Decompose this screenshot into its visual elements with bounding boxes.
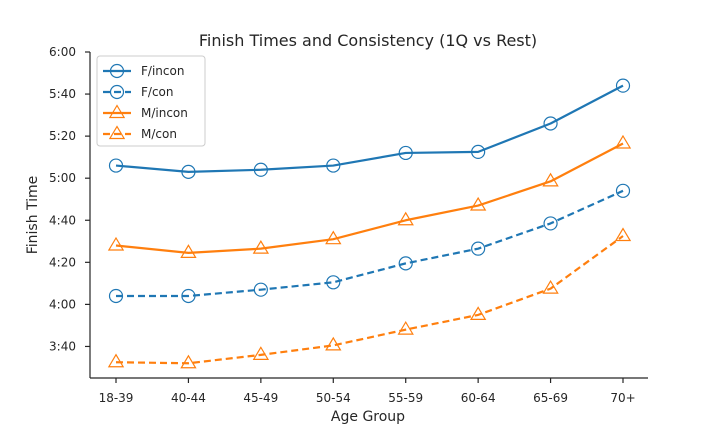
- data-point: [326, 275, 341, 290]
- data-point: [614, 227, 632, 242]
- data-point: [107, 353, 125, 368]
- data-point: [108, 288, 124, 304]
- legend-item: F/incon: [103, 63, 184, 79]
- y-tick-label: 4:00: [49, 297, 76, 311]
- y-tick-label: 5:40: [49, 87, 76, 101]
- x-tick-label: 55-59: [388, 391, 423, 405]
- legend-box: [96, 55, 206, 147]
- data-point: [397, 320, 414, 335]
- legend-marker: [108, 104, 126, 119]
- x-tick-label: 45-49: [243, 391, 278, 405]
- legend-label: F/incon: [141, 64, 184, 78]
- legend-marker: [108, 125, 126, 140]
- legend-item: M/con: [103, 125, 177, 141]
- x-tick-label: 18-39: [99, 391, 134, 405]
- data-point: [398, 145, 413, 161]
- y-tick-label: 6:00: [49, 45, 76, 59]
- series-m-incon: [107, 134, 632, 258]
- y-tick-label: 4:20: [49, 255, 76, 269]
- legend-label: M/con: [141, 127, 177, 141]
- series-f-incon: [108, 78, 631, 179]
- y-tick-label: 5:00: [49, 171, 76, 185]
- data-point: [180, 354, 197, 369]
- legend-marker: [109, 63, 125, 79]
- series-line: [116, 189, 624, 298]
- data-point: [181, 288, 196, 304]
- data-point: [469, 196, 487, 211]
- axes: 3:40 4:00 4:20 4:40 5:00 5:20 5:40 6:00 18-39 40-…: [49, 45, 648, 405]
- data-point: [325, 230, 342, 245]
- data-point: [326, 158, 341, 173]
- data-point: [108, 158, 124, 173]
- data-point: [543, 216, 558, 231]
- data-point: [253, 162, 268, 177]
- data-point: [325, 336, 342, 351]
- data-point: [253, 282, 268, 297]
- legend-item: F/con: [103, 84, 174, 100]
- series-m-con: [107, 227, 632, 369]
- y-tick-label: 3:40: [49, 339, 76, 353]
- data-point: [252, 239, 270, 254]
- data-point: [615, 183, 631, 198]
- data-point: [107, 236, 125, 251]
- data-point: [542, 279, 559, 294]
- data-point: [542, 172, 559, 187]
- series-line: [115, 84, 624, 173]
- data-point: [469, 306, 487, 321]
- data-point: [471, 241, 486, 256]
- data-point: [543, 116, 558, 131]
- series-layer: [107, 78, 632, 369]
- data-point: [397, 211, 414, 226]
- chart-title: Finish Times and Consistency (1Q vs Rest…: [199, 31, 537, 50]
- series-line: [115, 235, 624, 365]
- data-point: [614, 134, 632, 149]
- data-point: [181, 164, 196, 179]
- data-point: [471, 144, 486, 160]
- data-point: [615, 78, 631, 93]
- series-f-con: [108, 183, 631, 304]
- y-tick-label: 4:40: [49, 213, 76, 227]
- series-line: [115, 142, 624, 254]
- data-point: [252, 346, 270, 360]
- x-tick-label: 40-44: [171, 391, 206, 405]
- legend-label: M/incon: [141, 106, 188, 120]
- x-tick-label: 50-54: [316, 391, 351, 405]
- x-tick-label: 70+: [610, 391, 635, 405]
- x-tick-label: 65-69: [533, 391, 568, 405]
- x-tick-label: 60-64: [461, 391, 496, 405]
- legend-item: M/incon: [103, 104, 188, 120]
- data-point: [180, 244, 197, 258]
- data-point: [398, 256, 413, 271]
- x-axis-label: Age Group: [331, 409, 405, 425]
- legend: F/incon F/con M/incon M/con: [96, 55, 206, 147]
- legend-label: F/con: [141, 85, 174, 99]
- legend-marker: [109, 84, 125, 100]
- y-tick-label: 5:20: [49, 129, 76, 143]
- y-axis-label: Finish Time: [25, 176, 41, 255]
